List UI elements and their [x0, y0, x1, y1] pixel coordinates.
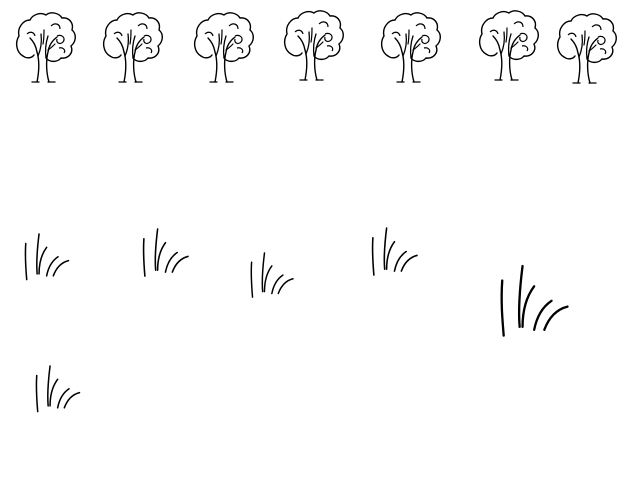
- grass-tuft-icon: [24, 233, 70, 281]
- tree-icon: [15, 12, 76, 83]
- grass-tuft-icon: [35, 365, 81, 413]
- tree-icon: [380, 12, 441, 83]
- tree-icon: [102, 12, 163, 83]
- grass-tuft-icon: [500, 264, 569, 337]
- tree-icon: [556, 13, 617, 84]
- grass-tuft-icon: [371, 227, 418, 276]
- tree-icon: [283, 10, 344, 81]
- tree-icon: [193, 12, 254, 83]
- grass-tuft-icon: [142, 228, 189, 277]
- tree-icon: [478, 10, 539, 81]
- grass-field: [24, 227, 569, 413]
- tree-row: [15, 10, 617, 84]
- grass-tuft-icon: [250, 252, 294, 298]
